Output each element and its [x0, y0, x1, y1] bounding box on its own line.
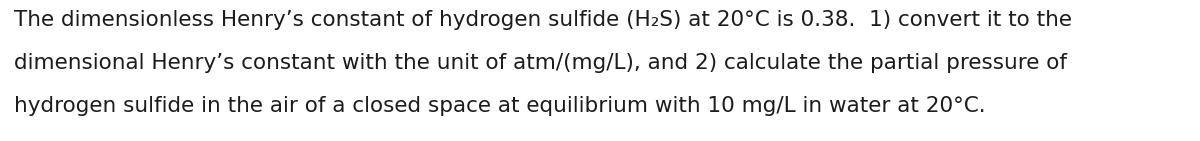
Text: The dimensionless Henry’s constant of hydrogen sulfide (H₂S) at 20°C is 0.38.  1: The dimensionless Henry’s constant of hy… — [14, 10, 1072, 30]
Text: dimensional Henry’s constant with the unit of atm/(mg/L), and 2) calculate the p: dimensional Henry’s constant with the un… — [14, 53, 1067, 73]
Text: hydrogen sulfide in the air of a closed space at equilibrium with 10 mg/L in wat: hydrogen sulfide in the air of a closed … — [14, 96, 985, 116]
